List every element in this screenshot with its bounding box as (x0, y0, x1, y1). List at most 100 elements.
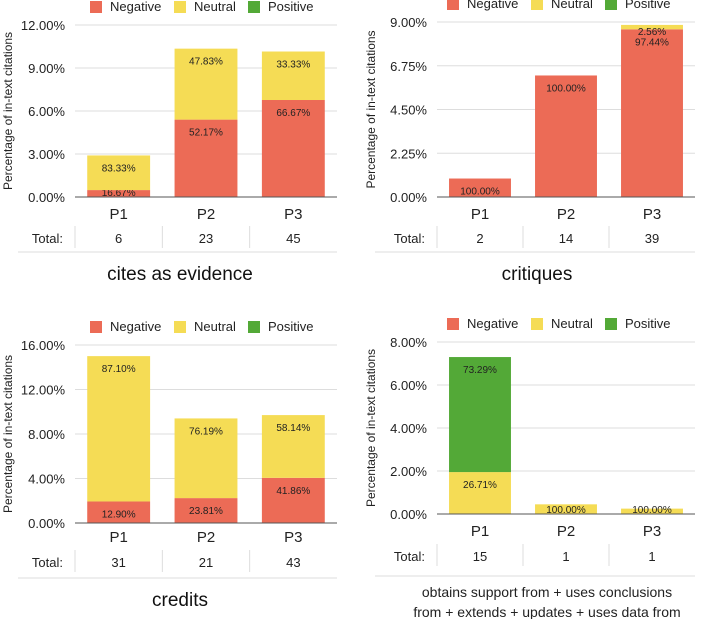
bar-segment-neutral-p1 (449, 472, 511, 514)
legend-label-negative: Negative (467, 0, 518, 11)
y-tick-label: 0.00% (28, 516, 65, 531)
x-tick-label: P1 (471, 523, 489, 540)
y-tick-label: 9.00% (28, 61, 65, 76)
y-tick-label: 4.00% (390, 421, 427, 436)
data-label: 41.86% (276, 486, 310, 497)
y-tick-label: 3.00% (28, 147, 65, 162)
data-label: 47.83% (189, 57, 223, 68)
total-value: 39 (645, 231, 659, 246)
y-tick-label: 2.25% (390, 146, 427, 161)
total-value: 15 (473, 549, 487, 564)
total-value: 6 (115, 231, 122, 246)
y-axis-label: Percentage of in-text citations (364, 349, 378, 507)
bar-segment-negative-p1 (449, 178, 511, 197)
data-label: 26.71% (463, 480, 497, 491)
total-value: 31 (111, 555, 125, 570)
data-label: 97.44% (635, 37, 669, 48)
x-tick-label: P2 (197, 206, 215, 223)
chart-panel-1: Negative Neutral Positive 0.00% 3.00% 6.00% 9.… (1, 0, 337, 285)
total-value: 45 (286, 231, 300, 246)
data-label: 52.17% (189, 128, 223, 139)
total-value: 1 (648, 549, 655, 564)
totals-label: Total: (32, 231, 63, 246)
data-label: 58.14% (276, 423, 310, 434)
y-axis-label: Percentage of in-text citations (364, 30, 378, 188)
x-tick-label: P1 (109, 529, 127, 546)
bar-segment-negative-p3 (621, 29, 683, 197)
bar-segment-neutral-p2 (535, 504, 597, 514)
y-tick-label: 4.00% (28, 472, 65, 487)
bar-segment-neutral-p3 (261, 415, 325, 478)
legend-swatch-negative (90, 1, 102, 13)
y-tick-label: 4.50% (390, 103, 427, 118)
data-label: 100.00% (546, 83, 586, 94)
chart-title: critiques (502, 264, 573, 285)
total-value: 23 (199, 231, 213, 246)
chart-title-line2: from + extends + updates + uses data fro… (413, 604, 680, 619)
chart-title: credits (152, 590, 208, 611)
y-tick-label: 9.00% (390, 15, 427, 30)
totals-label: Total: (32, 555, 63, 570)
bar-segment-negative-p3 (261, 100, 325, 197)
y-tick-label: 8.00% (390, 335, 427, 350)
bar-segment-neutral-p1 (87, 356, 151, 502)
data-label: 66.67% (276, 108, 310, 119)
legend-swatch-positive (248, 1, 260, 13)
x-tick-label: P1 (471, 206, 489, 223)
x-tick-label: P2 (557, 206, 575, 223)
total-value: 1 (562, 549, 569, 564)
data-label: 100.00% (460, 187, 500, 198)
y-tick-label: 6.75% (390, 59, 427, 74)
bar-segment-negative-p1 (87, 190, 151, 197)
x-tick-label: P1 (109, 206, 127, 223)
legend-swatch-negative (447, 0, 459, 10)
y-tick-label: 6.00% (390, 378, 427, 393)
data-label: 2.56% (638, 27, 666, 38)
legend-swatch-negative (447, 318, 459, 330)
data-label: 100.00% (632, 505, 672, 516)
data-label: 83.33% (102, 163, 136, 174)
data-label: 23.81% (189, 506, 223, 517)
chart-panel-2: Negative Neutral Positive 0.00% 2.25% 4.50% 6.… (364, 0, 695, 285)
total-value: 14 (559, 231, 573, 246)
bar-segment-negative-p3 (261, 477, 325, 523)
data-label: 33.33% (276, 60, 310, 71)
x-tick-label: P2 (197, 529, 215, 546)
data-label: 100.00% (546, 505, 586, 516)
y-axis-label: Percentage of in-text citations (1, 32, 15, 190)
total-value: 21 (199, 555, 213, 570)
data-label: 12.90% (102, 509, 136, 520)
legend-label-positive: Positive (625, 0, 671, 11)
total-value: 2 (476, 231, 483, 246)
y-tick-label: 16.00% (21, 338, 66, 353)
x-tick-label: P3 (643, 523, 661, 540)
y-tick-label: 6.00% (28, 104, 65, 119)
legend-swatch-negative (90, 321, 102, 333)
legend-label-neutral: Neutral (194, 319, 236, 334)
chart-title: cites as evidence (107, 264, 253, 285)
bar-segment-positive-p1 (449, 357, 511, 473)
bar-segment-neutral-p2 (174, 48, 238, 120)
bar-segment-negative-p2 (535, 75, 597, 197)
legend-label-negative: Negative (467, 316, 518, 331)
totals-label: Total: (394, 231, 425, 246)
legend-swatch-neutral (531, 0, 543, 10)
bar-segment-neutral-p3 (621, 24, 683, 30)
y-axis-label: Percentage of in-text citations (1, 355, 15, 513)
y-tick-label: 12.00% (21, 383, 66, 398)
bar-segment-negative-p2 (174, 119, 238, 197)
y-tick-label: 8.00% (28, 427, 65, 442)
chart-title: obtains support from + uses conclusions (422, 584, 672, 600)
legend-label-neutral: Neutral (551, 0, 593, 11)
bar-segment-neutral-p3 (621, 508, 683, 514)
legend-label-neutral: Neutral (551, 316, 593, 331)
x-tick-label: P2 (557, 523, 575, 540)
y-tick-label: 0.00% (390, 507, 427, 522)
x-tick-label: P3 (284, 206, 302, 223)
total-value: 43 (286, 555, 300, 570)
chart-panel-4: Negative Neutral Positive 0.00% 2.00% 4.00% 6.… (364, 316, 695, 619)
data-label: 73.29% (463, 365, 497, 376)
totals-label: Total: (394, 549, 425, 564)
x-tick-label: P3 (284, 529, 302, 546)
